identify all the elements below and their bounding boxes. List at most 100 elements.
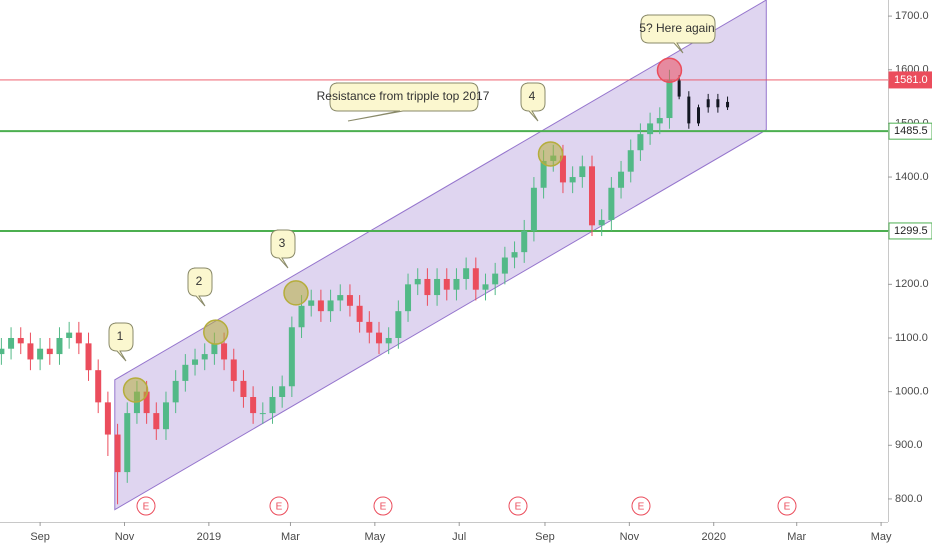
level-label-box: [888, 122, 932, 140]
callout-bubble: [270, 229, 296, 269]
callout-text: 5? Here again: [639, 21, 714, 35]
level-label: 1299.5: [894, 225, 928, 237]
candle-body: [511, 252, 518, 258]
callout: Resistance from tripple top 2017: [317, 82, 490, 122]
candle-body: [250, 396, 257, 414]
candle-body: [37, 348, 44, 360]
event-label: E: [276, 502, 283, 513]
y-tick-label: 1400.0: [895, 171, 929, 183]
candle-body: [230, 359, 237, 381]
candle-body: [434, 278, 441, 296]
candle-body: [124, 413, 131, 473]
candle-body: [308, 300, 315, 306]
candle-body: [240, 380, 247, 397]
event-marker: [508, 496, 528, 516]
candle-body: [211, 343, 218, 355]
candle-body: [56, 337, 63, 355]
candle-body: [482, 284, 489, 290]
candle-body: [540, 160, 547, 188]
event-marker: [373, 496, 393, 516]
x-tick-label: Sep: [535, 531, 555, 543]
callout-text: Resistance from tripple top 2017: [317, 89, 490, 103]
candle-body: [298, 305, 305, 328]
highlight-circle: [122, 377, 149, 403]
candle-body: [114, 434, 121, 473]
candle-body: [75, 332, 82, 344]
event-label: E: [515, 502, 522, 513]
x-tick-label: 2019: [197, 531, 221, 543]
candle-body: [259, 413, 266, 415]
candle-body: [327, 300, 334, 312]
candle-body: [95, 370, 102, 403]
candle-body: [346, 295, 353, 306]
event-label: E: [784, 502, 791, 513]
callout: 4: [520, 82, 546, 122]
candle-body: [501, 257, 508, 274]
x-tick-label: Sep: [30, 531, 50, 543]
callout-text: 1: [117, 329, 124, 343]
candle-body: [637, 134, 644, 151]
x-tick-label: 2020: [701, 531, 725, 543]
candle-body: [598, 219, 605, 226]
candle-body: [0, 348, 5, 355]
candle-body: [201, 354, 208, 360]
candle-body: [677, 80, 681, 97]
candle-body: [414, 278, 421, 285]
callout-bubble: [187, 267, 213, 307]
x-tick-label: May: [364, 531, 385, 543]
candle-body: [317, 300, 324, 312]
candle-body: [666, 80, 673, 119]
candle-body: [395, 311, 402, 338]
event-marker: [631, 496, 651, 516]
candle-body: [656, 118, 663, 124]
candle-body: [288, 327, 295, 387]
candle-body: [453, 278, 460, 290]
candle-body: [104, 402, 111, 435]
event-label: E: [638, 502, 645, 513]
candle-body: [143, 391, 150, 414]
candle-body: [8, 337, 15, 349]
candle-body: [375, 332, 382, 344]
candle-body: [162, 402, 169, 430]
candle-body: [530, 187, 537, 231]
y-tick-label: 1200.0: [895, 278, 929, 290]
candle-body: [337, 295, 344, 301]
candle-body: [85, 343, 92, 371]
candle-body: [46, 348, 53, 355]
candle-body: [17, 337, 24, 344]
candle-body: [443, 278, 450, 290]
event-label: E: [143, 502, 150, 513]
candle-body: [66, 332, 73, 338]
y-tick-label: 800.0: [895, 493, 923, 505]
level-label: 1485.5: [894, 125, 928, 137]
event-marker: [136, 496, 156, 516]
callout-text: 4: [529, 89, 536, 103]
callout-bubble: [520, 82, 546, 122]
y-tick-label: 1100.0: [895, 332, 928, 344]
event-label: E: [380, 502, 387, 513]
level-label: 1581.0: [894, 74, 928, 86]
candle-body: [627, 150, 634, 172]
x-tick-label: Jul: [452, 531, 466, 543]
candle-body: [356, 305, 363, 322]
candle-body: [647, 123, 654, 135]
candle-body: [618, 171, 625, 188]
candle-body: [385, 337, 392, 344]
callout: 3: [270, 229, 296, 269]
candle-body: [221, 343, 228, 360]
callout-text: 3: [279, 236, 286, 250]
event-marker: [269, 496, 289, 516]
candle-body: [424, 278, 431, 296]
highlight-circle: [537, 141, 564, 167]
callout: 1: [108, 322, 134, 362]
candle-body: [687, 96, 691, 124]
candle-body: [279, 386, 286, 397]
callout-bubble: [640, 14, 716, 54]
candle-body: [716, 99, 720, 108]
candle-body: [192, 359, 199, 365]
candle-body: [706, 99, 710, 108]
candle-body: [589, 166, 595, 226]
candle-body: [521, 230, 528, 253]
candle-body: [366, 321, 373, 333]
